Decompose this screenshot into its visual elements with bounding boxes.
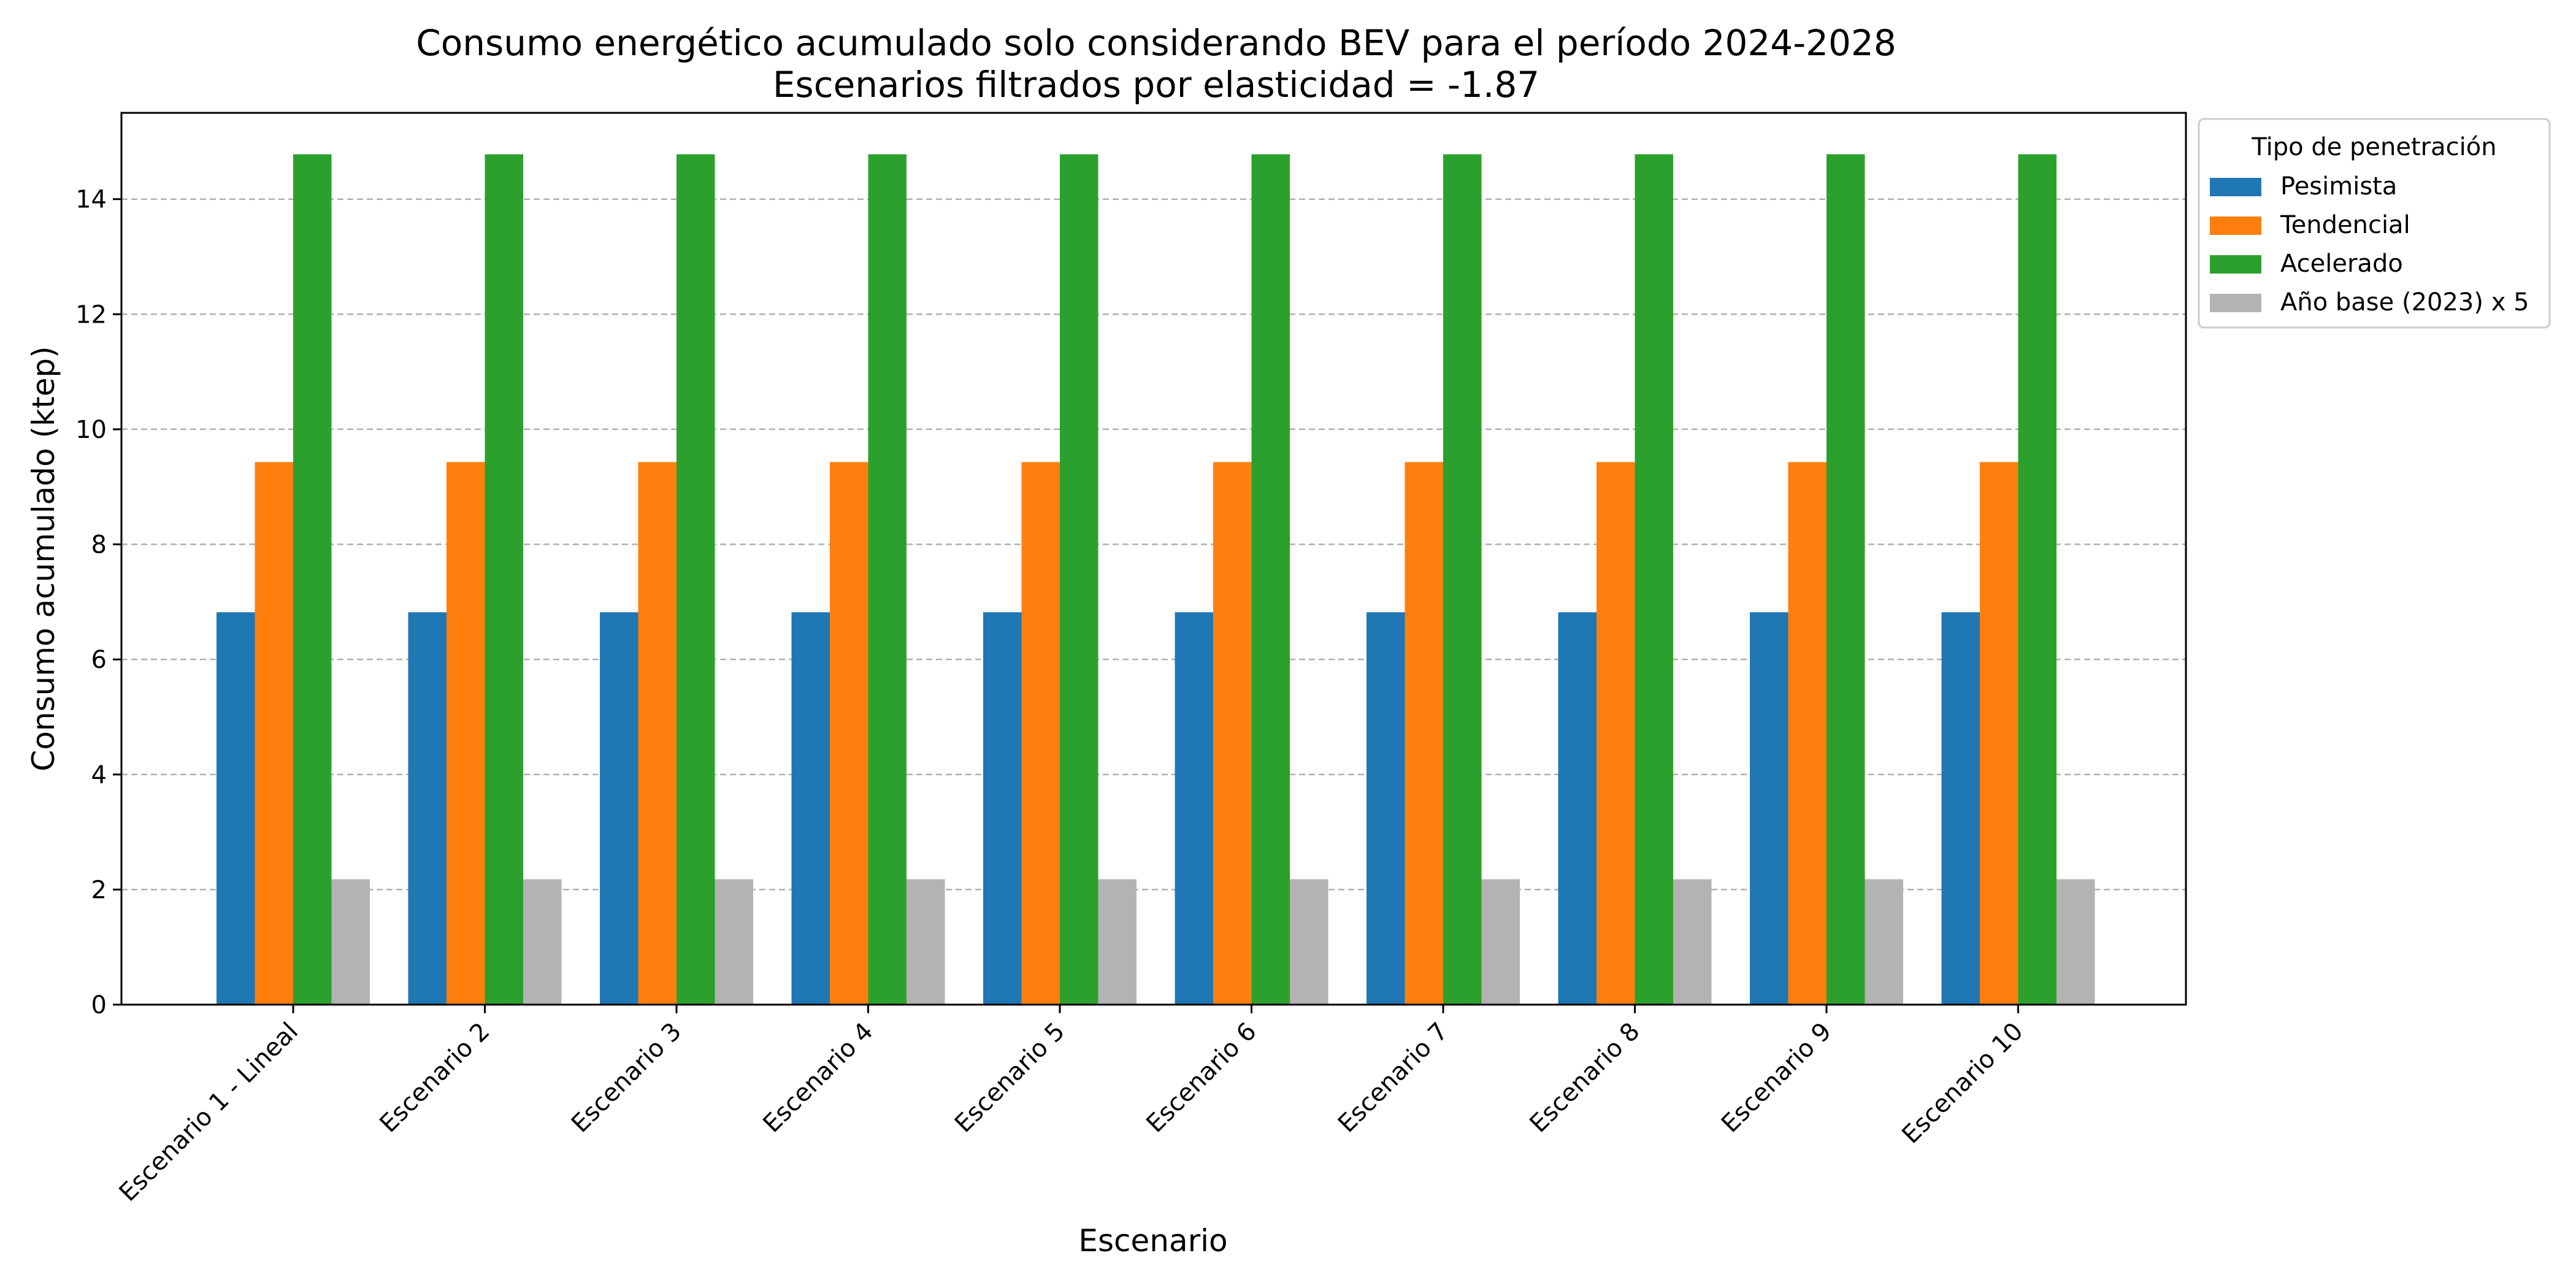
- y-axis-ticks: 0 2 4 6 8 10 12 14: [75, 186, 121, 1019]
- legend-label: Tendencial: [2280, 211, 2410, 239]
- bar-tendencial-3: [638, 462, 677, 1005]
- x-tick-label: Escenario 3: [566, 1018, 687, 1138]
- y-tick-label: 0: [91, 991, 107, 1019]
- bar-a-o-base-2023-x-5-4: [907, 879, 945, 1005]
- y-tick-label: 10: [75, 416, 107, 444]
- bar-acelerado-10: [2018, 154, 2057, 1005]
- x-tick-label: Escenario 4: [757, 1018, 878, 1138]
- y-tick-label: 6: [91, 646, 107, 674]
- bar-pesimista-2: [408, 612, 447, 1005]
- bar-tendencial-5: [1021, 462, 1060, 1005]
- bars: [217, 154, 2095, 1005]
- x-tick-label: Escenario 6: [1141, 1018, 1262, 1138]
- bar-pesimista-4: [791, 612, 830, 1005]
- legend-label: Acelerado: [2280, 250, 2403, 278]
- bar-pesimista-5: [983, 612, 1022, 1005]
- bar-a-o-base-2023-x-5-3: [715, 879, 753, 1005]
- bar-pesimista-3: [600, 612, 638, 1005]
- bar-a-o-base-2023-x-5-10: [2057, 879, 2095, 1005]
- bar-tendencial-2: [447, 462, 485, 1005]
- bar-tendencial-1: [255, 462, 293, 1005]
- x-tick-label: Escenario 9: [1716, 1018, 1837, 1138]
- x-axis-label: Escenario: [1078, 1223, 1227, 1259]
- bar-pesimista-10: [1941, 612, 1980, 1005]
- legend-box: [2198, 118, 2551, 329]
- bar-pesimista-1: [217, 612, 255, 1005]
- x-tick-label: Escenario 8: [1524, 1018, 1645, 1138]
- x-tick-label: Escenario 7: [1333, 1018, 1454, 1138]
- x-tick-label: Escenario 2: [374, 1018, 495, 1138]
- y-tick-label: 8: [91, 531, 107, 559]
- bar-acelerado-3: [677, 154, 715, 1005]
- y-tick-label: 14: [75, 186, 107, 214]
- bar-pesimista-7: [1367, 612, 1405, 1005]
- bar-tendencial-4: [830, 462, 868, 1005]
- legend-items: Pesimista Tendencial Acelerado Año base (20…: [2210, 172, 2529, 316]
- chart-title-line2: Escenarios filtrados por elasticidad = -…: [773, 64, 1539, 105]
- bar-tendencial-8: [1597, 462, 1635, 1005]
- bar-tendencial-9: [1788, 462, 1827, 1005]
- x-axis-ticks: Escenario 1 - Lineal Escenario 2 Escenario…: [114, 1005, 2029, 1207]
- bar-acelerado-9: [1827, 154, 1865, 1005]
- bar-pesimista-9: [1750, 612, 1788, 1005]
- y-axis-label: Consumo acumulado (ktep): [26, 346, 61, 771]
- bar-acelerado-5: [1060, 154, 1098, 1005]
- bar-acelerado-6: [1251, 154, 1290, 1005]
- legend-swatch: [2210, 178, 2261, 196]
- bar-tendencial-10: [1980, 462, 2018, 1005]
- x-tick-label: Escenario 10: [1896, 1018, 2028, 1149]
- y-tick-label: 2: [91, 876, 107, 904]
- legend-title: Tipo de penetración: [2251, 133, 2496, 161]
- y-tick-label: 12: [75, 301, 107, 329]
- bar-a-o-base-2023-x-5-9: [1865, 879, 1903, 1005]
- bar-pesimista-6: [1175, 612, 1213, 1005]
- bar-acelerado-8: [1635, 154, 1673, 1005]
- legend-swatch: [2210, 294, 2261, 312]
- plot-frame: [120, 112, 2187, 1006]
- bar-tendencial-7: [1405, 462, 1443, 1005]
- bar-a-o-base-2023-x-5-8: [1673, 879, 1712, 1005]
- y-tick-label: 4: [91, 761, 107, 789]
- bar-tendencial-6: [1213, 462, 1252, 1005]
- bar-a-o-base-2023-x-5-2: [523, 879, 562, 1005]
- bar-acelerado-7: [1443, 154, 1482, 1005]
- bar-a-o-base-2023-x-5-5: [1098, 879, 1137, 1005]
- bar-acelerado-2: [485, 154, 523, 1005]
- x-tick-label: Escenario 1 - Lineal: [114, 1018, 304, 1207]
- bar-pesimista-8: [1558, 612, 1597, 1005]
- bar-acelerado-1: [293, 154, 332, 1005]
- chart-title-line1: Consumo energético acumulado solo consid…: [416, 22, 1896, 64]
- bar-acelerado-4: [868, 154, 907, 1005]
- bar-a-o-base-2023-x-5-1: [331, 879, 370, 1005]
- legend-label: Pesimista: [2280, 172, 2397, 201]
- legend-label: Año base (2023) x 5: [2280, 288, 2529, 316]
- x-tick-label: Escenario 5: [949, 1018, 1070, 1138]
- bar-a-o-base-2023-x-5-6: [1290, 879, 1328, 1005]
- bar-a-o-base-2023-x-5-7: [1481, 879, 1520, 1005]
- legend-swatch: [2210, 255, 2261, 274]
- legend: Tipo de penetración Pesimista Tendencial A…: [2198, 118, 2551, 329]
- legend-swatch: [2210, 217, 2261, 235]
